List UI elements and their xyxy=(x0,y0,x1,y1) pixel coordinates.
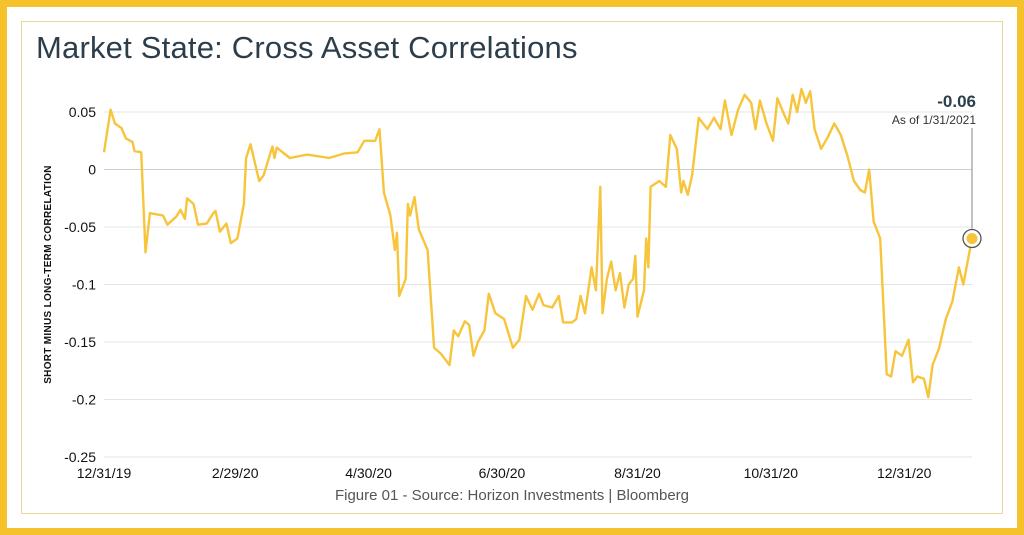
chart-inner-border xyxy=(21,21,1003,514)
annotation-marker-dot xyxy=(966,233,978,244)
x-tick-label: 2/29/20 xyxy=(212,465,259,481)
annotation-value: -0.06 xyxy=(937,92,976,111)
y-tick-label: 0.05 xyxy=(69,104,96,120)
y-tick-label: 0 xyxy=(88,162,96,178)
y-tick-label: -0.05 xyxy=(64,219,96,235)
x-tick-label: 8/31/20 xyxy=(614,465,661,481)
chart-title: Market State: Cross Asset Correlations xyxy=(36,30,578,65)
y-axis-ticks: 0.05 0 -0.05 -0.1 -0.15 -0.2 -0.25 xyxy=(64,104,96,465)
annotation-date: As of 1/31/2021 xyxy=(892,113,976,127)
series-line xyxy=(102,87,974,399)
x-tick-label: 12/31/20 xyxy=(877,465,932,481)
y-axis-label: SHORT MINUS LONG-TERM CORRELATION xyxy=(43,165,54,384)
x-axis-ticks: 12/31/19 2/29/20 4/30/20 6/30/20 8/31/20 10/3… xyxy=(77,465,932,481)
figure-caption: Figure 01 - Source: Horizon Investments … xyxy=(334,487,690,504)
grid-lines xyxy=(104,111,972,458)
y-tick-label: -0.2 xyxy=(72,392,96,408)
x-tick-label: 12/31/19 xyxy=(77,465,132,481)
y-tick-label: -0.25 xyxy=(64,449,96,465)
x-tick-label: 10/31/20 xyxy=(744,465,799,481)
x-tick-label: 4/30/20 xyxy=(345,465,392,481)
y-tick-label: -0.15 xyxy=(64,334,96,350)
x-tick-label: 6/30/20 xyxy=(479,465,526,481)
latest-value-annotation: -0.06 As of 1/31/2021 xyxy=(892,92,982,249)
y-tick-label: -0.1 xyxy=(72,277,96,293)
